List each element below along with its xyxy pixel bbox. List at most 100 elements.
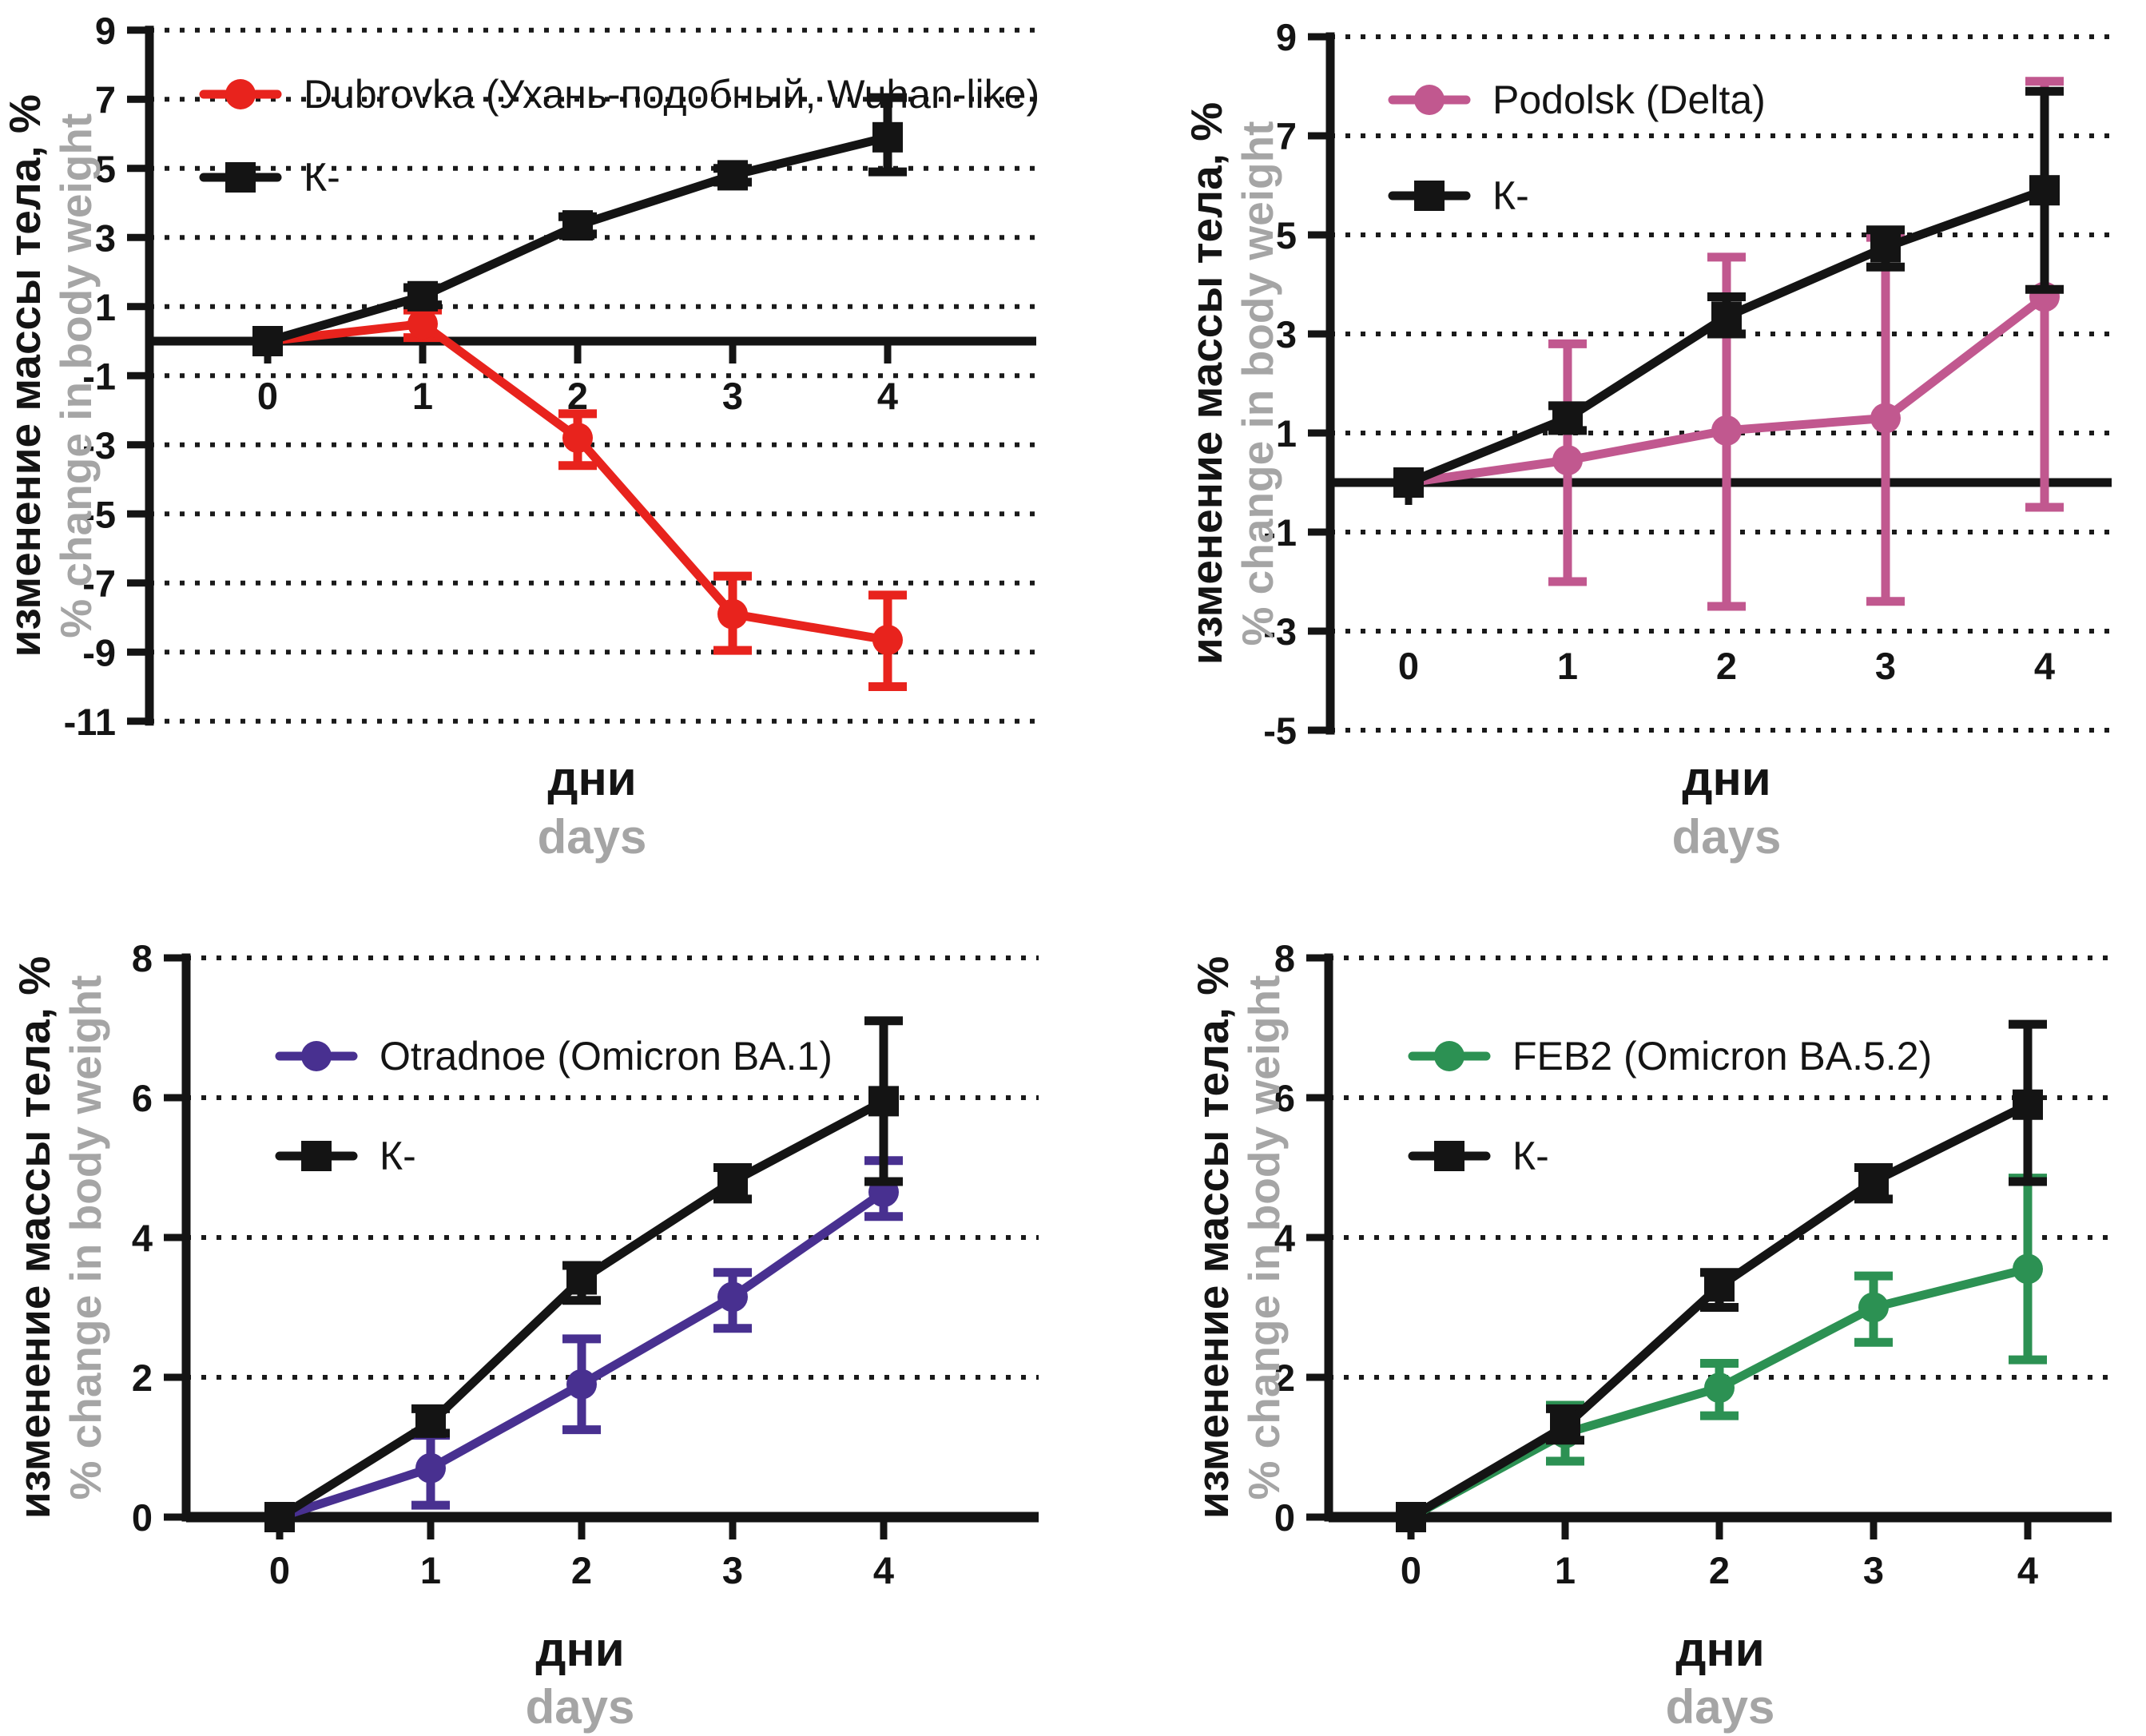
data-point-control-day3 (717, 160, 748, 191)
x-axis-label-ru: дни (535, 1623, 624, 1676)
x-axis-label-ru: дни (1675, 1623, 1764, 1676)
data-point-omicron_ba1-day1 (415, 1452, 446, 1484)
y-tick-label: -1 (82, 355, 116, 397)
data-point-omicron_ba1-day3 (717, 1281, 748, 1313)
x-tick-label: 1 (420, 1549, 441, 1591)
y-tick-label: 7 (95, 78, 116, 121)
x-tick-label: 0 (1398, 645, 1419, 687)
series-line-control (275, 1096, 888, 1522)
y-tick-label: 3 (95, 217, 116, 259)
y-axis-label-ru: изменение массы тела, % (10, 956, 59, 1519)
x-tick-label: 1 (412, 375, 433, 417)
panel-podolsk-delta: 9 7 5 3 1 -1 -3 -5 0 1 2 3 4 Podolsk (Delta) К-дни days… (1073, 0, 2146, 868)
legend-marker-circle (301, 1041, 332, 1071)
legend-label: К- (380, 1134, 416, 1178)
data-point-control-day2 (562, 210, 593, 241)
y-axis-label-en: % change in body weight (1233, 121, 1282, 646)
x-tick-label: 0 (269, 1549, 290, 1591)
x-axis-label-ru: дни (547, 752, 636, 805)
legend-label: К- (304, 155, 340, 200)
y-tick-label: 7 (1276, 115, 1297, 157)
x-axis-label-en: days (526, 1680, 635, 1734)
legend-label: Otradnoe (Omicron BA.1) (380, 1034, 833, 1079)
y-tick-label: -11 (64, 701, 116, 743)
legend-marker-circle (1434, 1041, 1464, 1071)
y-tick-label: 2 (1274, 1357, 1295, 1399)
x-tick-label: 2 (1709, 1549, 1730, 1591)
data-point-control-day1 (1550, 1411, 1580, 1442)
x-axis-label-en: days (538, 810, 647, 864)
data-point-omicron_ba52-day3 (1858, 1292, 1889, 1323)
x-tick-label: 4 (2017, 1549, 2038, 1591)
data-point-control-day3 (717, 1166, 748, 1197)
legend-marker-square (1414, 181, 1445, 211)
x-tick-label: 0 (1401, 1549, 1421, 1591)
legend-label: К- (1512, 1134, 1549, 1178)
data-point-wuhan-day3 (717, 598, 748, 630)
y-tick-label: 8 (1274, 937, 1295, 979)
y-axis-label-ru: изменение массы тела, % (1182, 102, 1231, 665)
x-tick-label: 2 (1716, 645, 1737, 687)
legend-marker-square (301, 1141, 332, 1171)
legend-label: Podolsk (Delta) (1492, 77, 1766, 122)
data-point-control-day0 (252, 326, 283, 356)
y-tick-label: -7 (82, 562, 116, 605)
data-point-control-day3 (1858, 1166, 1889, 1197)
y-tick-label: 5 (95, 148, 116, 190)
y-tick-label: 9 (95, 10, 116, 52)
legend-label: FEB2 (Omicron BA.5.2) (1512, 1034, 1932, 1079)
data-point-control-day2 (1704, 1271, 1735, 1302)
data-point-omicron_ba52-day2 (1704, 1373, 1735, 1404)
y-tick-label: 6 (1274, 1077, 1295, 1119)
y-tick-label: 4 (1274, 1217, 1295, 1259)
x-tick-label: 3 (1863, 1549, 1884, 1591)
y-tick-label: 4 (132, 1217, 153, 1259)
y-axis-label-ru: изменение массы тела, % (1188, 956, 1238, 1519)
y-axis-label-en: % change in body weight (51, 113, 101, 638)
x-tick-label: 1 (1555, 1549, 1576, 1591)
y-tick-label: 8 (132, 937, 153, 979)
y-tick-label: 1 (1276, 412, 1297, 455)
y-tick-label: -3 (1263, 610, 1297, 653)
y-tick-label: -3 (82, 424, 116, 467)
data-point-control-day2 (566, 1264, 597, 1295)
y-tick-label: 3 (1276, 313, 1297, 356)
data-point-control-day0 (1396, 1502, 1426, 1532)
x-tick-label: 4 (873, 1549, 894, 1591)
y-tick-label: 9 (1276, 16, 1297, 58)
data-point-omicron_ba1-day2 (566, 1369, 597, 1400)
data-point-control-day0 (264, 1502, 295, 1532)
data-point-omicron_ba52-day4 (2013, 1253, 2043, 1285)
x-axis-label-en: days (1666, 1680, 1775, 1734)
data-point-wuhan-day4 (872, 625, 903, 656)
x-axis-label-ru: дни (1682, 752, 1770, 805)
legend-label: К- (1492, 173, 1529, 218)
x-tick-label: 4 (2034, 645, 2055, 687)
panel-otradnoe-ba1: 8 6 4 2 0 0 1 2 3 4 Otradnoe (Omicron BA.1) К-дни da… (0, 868, 1073, 1736)
data-point-delta-day2 (1711, 415, 1742, 446)
y-axis-label-ru: изменение массы тела, % (0, 94, 50, 657)
y-tick-label: 2 (132, 1357, 153, 1399)
y-tick-label: -5 (1263, 709, 1297, 752)
data-point-control-day0 (1393, 467, 1424, 498)
legend-marker-square (225, 162, 256, 193)
x-tick-label: 0 (257, 375, 278, 417)
x-tick-label: 3 (722, 375, 743, 417)
chart-otradnoe-ba1: 8 6 4 2 0 0 1 2 3 4 Otradnoe (Omicron BA.1) К-дниda… (10, 937, 1039, 1734)
x-tick-label: 3 (722, 1549, 743, 1591)
data-point-control-day4 (868, 1086, 899, 1117)
data-point-delta-day3 (1870, 403, 1901, 434)
x-tick-label: 4 (877, 375, 898, 417)
x-tick-label: 1 (1557, 645, 1578, 687)
data-point-control-day1 (407, 280, 438, 312)
y-tick-label: -5 (82, 493, 116, 535)
data-point-control-day4 (872, 121, 903, 153)
y-tick-label: 6 (132, 1077, 153, 1119)
x-tick-label: 3 (1875, 645, 1896, 687)
y-tick-label: 5 (1276, 214, 1297, 256)
y-tick-label: -1 (1263, 511, 1297, 554)
y-axis-label-en: % change in body weight (61, 975, 110, 1500)
y-tick-label: 1 (95, 286, 116, 328)
